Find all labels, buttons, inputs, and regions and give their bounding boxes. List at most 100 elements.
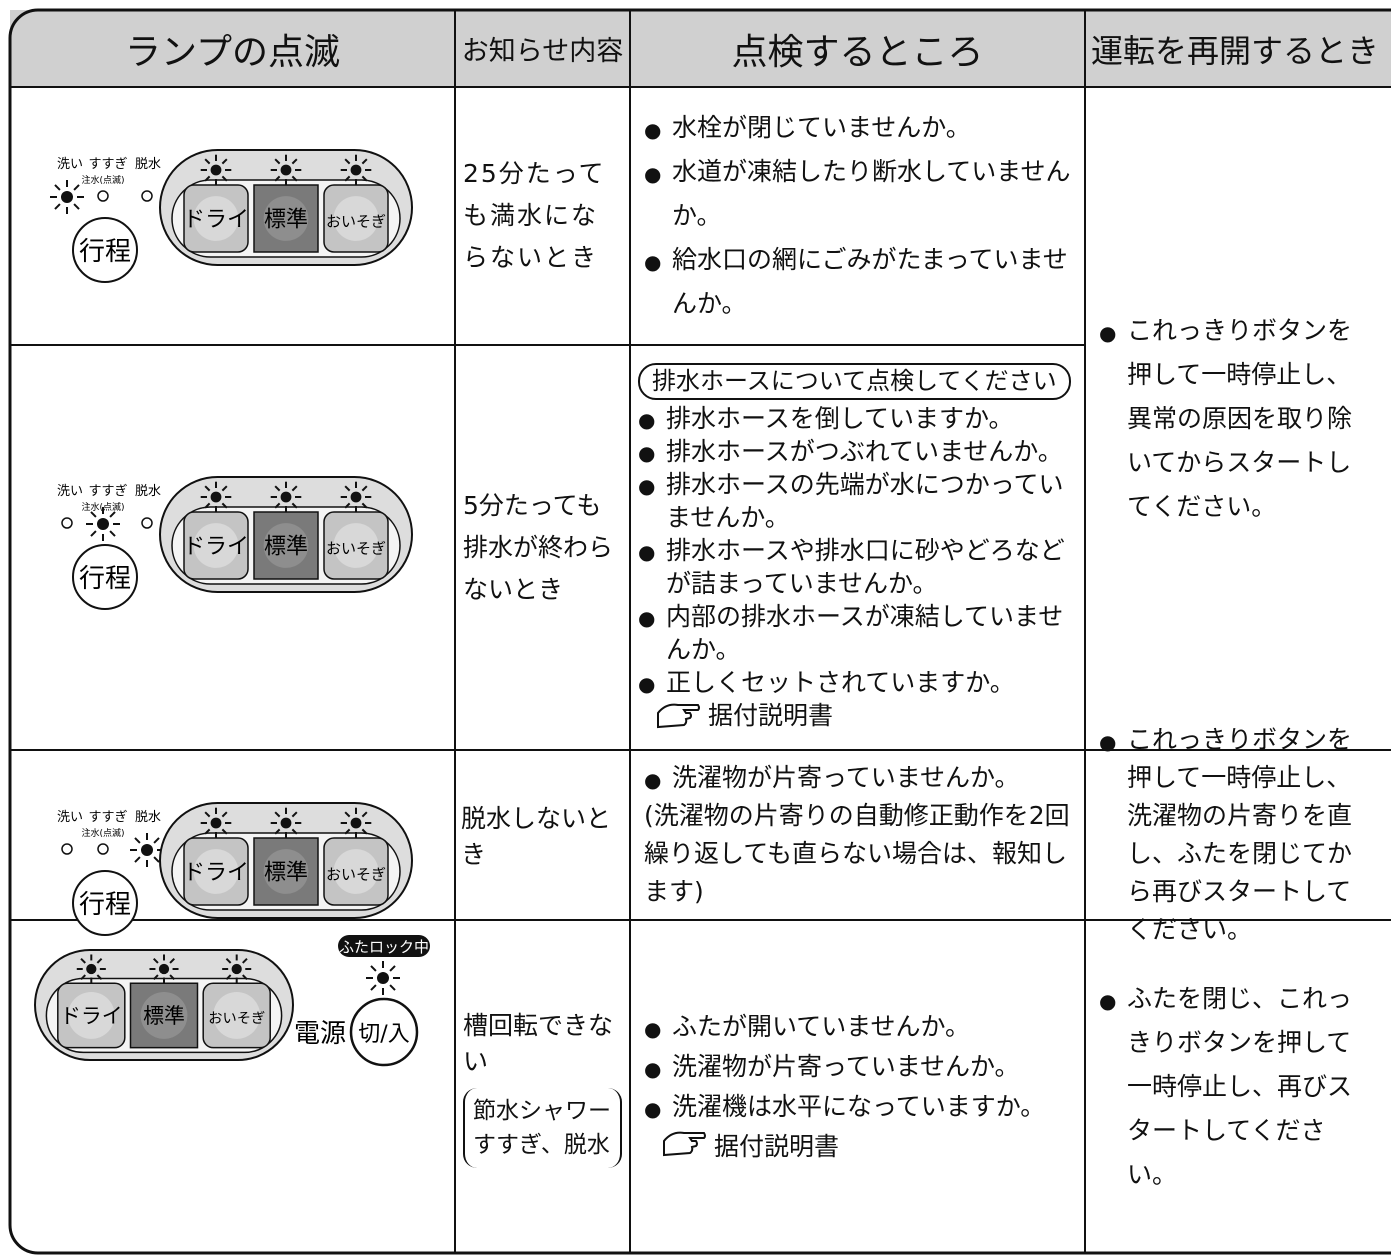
header-fill bbox=[10, 10, 1391, 87]
lamp-lit bbox=[280, 491, 292, 503]
lamp-lit bbox=[210, 491, 222, 503]
check-item: 排水ホースを倒していますか。 bbox=[638, 402, 1079, 437]
lamp-lit bbox=[141, 844, 153, 856]
button-shine bbox=[263, 196, 309, 241]
lamp-label: すすぎ bbox=[88, 484, 127, 499]
header-cell: 運転を再開するとき bbox=[1091, 31, 1380, 70]
check-note: (洗濯物の片寄りの自動修正動作を2回繰り返しても直らない場合は、報知します) bbox=[644, 801, 1070, 906]
lamp-ray bbox=[80, 958, 86, 964]
lamp-ray bbox=[389, 965, 396, 972]
lamp-ray bbox=[90, 511, 97, 518]
lamp-ray bbox=[90, 530, 97, 537]
lamp-ray bbox=[344, 158, 351, 165]
lamp-lit bbox=[280, 164, 292, 176]
notice: 25分たっても満水にならないとき bbox=[463, 159, 606, 272]
checks: ふたが開いていませんか。 洗濯物が片寄っていませんか。 洗濯機は水平になっていま… bbox=[630, 920, 1085, 1253]
lamp-ray bbox=[291, 811, 298, 818]
notice: 5分たっても排水が終わらないとき bbox=[463, 490, 614, 604]
course-label: 行程 bbox=[79, 237, 131, 267]
lamp-ray bbox=[169, 974, 175, 980]
button-shine bbox=[140, 992, 188, 1039]
lamp-ray bbox=[109, 530, 116, 537]
button-shine bbox=[213, 992, 261, 1039]
lamp bbox=[97, 843, 109, 855]
lamp-ray bbox=[361, 158, 368, 165]
lamp-label: 脱水 bbox=[135, 810, 161, 825]
button-label: 標準 bbox=[264, 208, 308, 233]
lamp-ray bbox=[344, 485, 351, 492]
lamp-ray bbox=[153, 974, 159, 980]
button-shine bbox=[193, 196, 239, 241]
lamp-ray bbox=[153, 856, 160, 863]
lamp-ray bbox=[225, 974, 232, 980]
lamp-ray bbox=[361, 485, 368, 492]
lamp-ray bbox=[274, 502, 281, 509]
resume-text: これっきりボタンを押して一時停止し、異常の原因を取り除いてからスタートしてくださ… bbox=[1099, 309, 1371, 529]
lamp-label: 脱水 bbox=[135, 157, 161, 172]
reference: 据付説明書 bbox=[644, 1127, 1075, 1167]
notice: 槽回転できない 節水シャワー すすぎ、脱水 bbox=[455, 920, 630, 1253]
checks: 洗濯物が片寄っていませんか。 (洗濯物の片寄りの自動修正動作を2回繰り返しても直… bbox=[630, 750, 1085, 920]
notice-note-line: 節水シャワー bbox=[473, 1097, 611, 1124]
lamp-lit bbox=[210, 164, 222, 176]
header-cell: 点検するところ bbox=[731, 31, 984, 73]
reference: 据付説明書 bbox=[638, 699, 1079, 732]
lamp bbox=[141, 517, 153, 529]
lamp bbox=[61, 517, 73, 529]
button-label: おいそぎ bbox=[326, 213, 386, 231]
lamp-label: 洗い bbox=[57, 157, 83, 172]
resume: これっきりボタンを押して一時停止し、異常の原因を取り除いてからスタートしてくださ… bbox=[1085, 87, 1391, 750]
lamp-lit bbox=[350, 817, 362, 829]
lamp-ray bbox=[221, 502, 228, 509]
check-item: 排水ホースや排水口に砂やどろなどが詰まっていませんか。 bbox=[638, 534, 1079, 600]
notice-note: 節水シャワー すすぎ、脱水 bbox=[463, 1087, 622, 1168]
button-label: ドライ bbox=[183, 208, 249, 233]
lamp-label: 脱水 bbox=[135, 484, 161, 499]
lamp-sub-label: 注水(点滅) bbox=[81, 827, 124, 839]
button-label: おいそぎ bbox=[326, 540, 386, 558]
lamp-label: すすぎ bbox=[88, 157, 127, 172]
check-item: 水栓が閉じていませんか。 bbox=[644, 106, 1075, 152]
resume-text: ふたを閉じ、これっきりボタンを押して一時停止し、再びスタートしてください。 bbox=[1099, 977, 1371, 1197]
lamp-ray bbox=[80, 974, 86, 980]
lamp-ray bbox=[274, 811, 281, 818]
course-button bbox=[72, 870, 138, 936]
lamp-lit bbox=[61, 191, 73, 203]
lamp-label: 洗い bbox=[57, 484, 83, 499]
reference-text: 据付説明書 bbox=[714, 1131, 840, 1161]
lamp-ray bbox=[291, 828, 298, 835]
check-item: 水道が凍結したり断水していませんか。 bbox=[644, 150, 1075, 238]
lamp-ray bbox=[204, 828, 211, 835]
course-button bbox=[72, 544, 138, 610]
lamp-ray bbox=[169, 958, 175, 964]
lamp-ray bbox=[73, 184, 80, 191]
lamp-lit bbox=[350, 491, 362, 503]
power-button bbox=[349, 997, 419, 1067]
button-label: おいそぎ bbox=[208, 1010, 265, 1027]
lamp-ray bbox=[242, 974, 248, 980]
lamp-ray bbox=[370, 965, 377, 972]
notice: 脱水しないとき bbox=[461, 804, 612, 869]
lamp-ray bbox=[221, 828, 228, 835]
button-label: 標準 bbox=[264, 535, 308, 560]
power-switch-label: 切/入 bbox=[358, 1022, 409, 1047]
lamp-lit bbox=[158, 963, 170, 975]
lamp-ray bbox=[109, 511, 116, 518]
lamp bbox=[97, 190, 109, 202]
check-item: ふたが開いていませんか。 bbox=[644, 1007, 1075, 1049]
lamp-ray bbox=[204, 175, 211, 182]
lamp-ray bbox=[73, 203, 80, 210]
course-label: 行程 bbox=[79, 890, 131, 920]
lamp-lit bbox=[86, 963, 97, 975]
check-item: 排水ホースの先端が水につかっていませんか。 bbox=[638, 468, 1079, 534]
lamp-ray bbox=[344, 811, 351, 818]
lamp-ray bbox=[274, 828, 281, 835]
checks: 排水ホースについて点検してください 排水ホースを倒していますか。 排水ホースがつ… bbox=[630, 345, 1085, 750]
button-shine bbox=[333, 523, 379, 568]
lamp-ray bbox=[204, 811, 211, 818]
lamp-ray bbox=[370, 984, 377, 991]
lamp-ray bbox=[96, 974, 103, 980]
button-shine bbox=[67, 992, 115, 1039]
